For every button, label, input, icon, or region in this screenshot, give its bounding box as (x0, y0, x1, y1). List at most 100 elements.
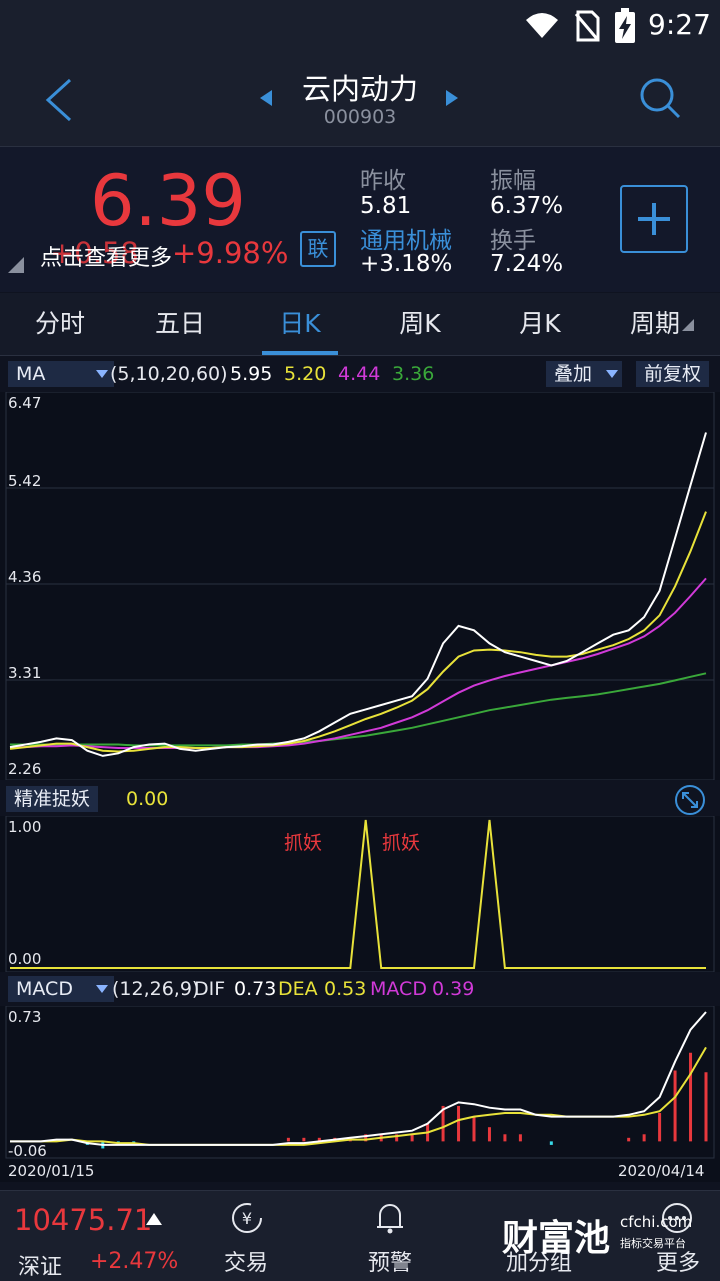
tab-weekly-k[interactable]: 周K (399, 309, 441, 338)
indicator-selector[interactable]: 精准捉妖 (6, 786, 99, 812)
dea-value: 0.53 (324, 978, 367, 1000)
add-group-button[interactable]: 加分组 (494, 1197, 584, 1281)
quote-panel: 6.39 +0.58 +9.98% 点击查看更多 联 昨收 5.81 通用机械 … (0, 147, 720, 292)
more-dots-icon (662, 1203, 692, 1233)
chevron-down-icon (96, 370, 108, 378)
price-change: +0.58 (50, 236, 139, 270)
macd-chart-panel[interactable]: 0.73 -0.06 2020/01/15 2020/04/14 (0, 1005, 720, 1182)
battery-charging-icon (615, 8, 635, 43)
ma20-value: 4.44 (338, 363, 381, 385)
alert-button[interactable]: 预警 (350, 1197, 430, 1281)
wifi-icon (526, 13, 558, 38)
ma5-value: 5.95 (230, 363, 273, 385)
signal-label: 抓妖 (382, 832, 421, 854)
nav-bar: 云内动力 000903 (0, 52, 720, 147)
kline-chart-panel[interactable]: 6.47 5.42 4.36 3.31 2.26 (0, 391, 720, 781)
back-icon[interactable] (44, 78, 74, 122)
stock-name: 云内动力 (301, 72, 418, 106)
ma20-line (10, 577, 707, 749)
indicator-axis-bottom: 0.00 (8, 950, 42, 968)
kline-chart[interactable] (0, 391, 720, 781)
tab-period[interactable]: 周期 (629, 309, 680, 338)
watermark-logo: 财富池 (502, 1218, 611, 1259)
add-watchlist-button[interactable] (620, 185, 688, 253)
turnover-value: 7.24% (490, 251, 564, 277)
up-arrow-icon (146, 1213, 162, 1225)
svg-text:¥: ¥ (242, 1209, 252, 1228)
signal-line (10, 819, 706, 969)
turnover-label: 换手 (490, 228, 536, 254)
macd-chart[interactable] (0, 1005, 720, 1182)
tab-daily-k[interactable]: 日K (279, 309, 321, 338)
indicator-chart-panel[interactable]: 1.00 0.00 抓妖 抓妖 (0, 815, 720, 973)
bell-icon (377, 1204, 403, 1234)
sector-link[interactable]: 通用机械 (360, 228, 452, 254)
macd-legend-row: MACD (12,26,9) DIF 0.73 DEA 0.53 MACD 0.… (0, 972, 720, 1006)
amplitude-label: 振幅 (490, 168, 536, 194)
status-time: 9:27 (648, 8, 711, 41)
macd-label: MACD (370, 978, 427, 1000)
prev-close-label: 昨收 (360, 168, 406, 194)
overlay-button-label: 叠加 (554, 363, 593, 385)
amplitude-value: 6.37% (490, 193, 564, 219)
kline-axis-label: 6.47 (8, 394, 42, 412)
date-end: 2020/04/14 (618, 1162, 705, 1180)
sector-change: +3.18% (360, 251, 453, 277)
macd-selector-label: MACD (16, 978, 73, 1000)
prev-stock-icon[interactable] (258, 88, 274, 108)
indicator-legend-row: 精准捉妖 0.00 (0, 782, 720, 816)
period-tabs: 分时 五日 日K 周K 月K 周期 (0, 293, 720, 356)
next-stock-icon[interactable] (444, 88, 460, 108)
kline-axis-label: 3.31 (8, 664, 42, 682)
ma-selector[interactable]: MA (8, 361, 114, 387)
dea-line (10, 1046, 707, 1146)
macd-axis-top: 0.73 (8, 1008, 42, 1026)
watermark-site: cfchi.com (620, 1213, 693, 1231)
macd-params: (12,26,9) (112, 978, 200, 1000)
dif-label: DIF (194, 978, 226, 1000)
tab-five-day[interactable]: 五日 (154, 309, 205, 338)
expand-icon[interactable] (674, 784, 706, 816)
view-more-overlay[interactable]: 点击查看更多 (40, 246, 173, 271)
ma-params: (5,10,20,60) (110, 363, 228, 385)
index-name: 深证 (18, 1255, 63, 1280)
add-group-label: 加分组 (505, 1251, 572, 1276)
trade-label: 交易 (223, 1251, 268, 1276)
macd-selector[interactable]: MACD (8, 976, 114, 1002)
index-value[interactable]: 10475.71 (14, 1203, 153, 1237)
indicator-value: 0.00 (126, 788, 169, 810)
price-change-pct: +9.98% (172, 236, 289, 270)
bottom-bar: 10475.71 深证 +2.47% ¥ 交易 预警 加分组 更多 财富池 cf… (0, 1190, 720, 1281)
alert-label: 预警 (367, 1251, 412, 1276)
date-start: 2020/01/15 (8, 1162, 95, 1180)
watermark-subtitle: 指标交易平台 (620, 1237, 686, 1250)
indicator-chart[interactable] (0, 815, 720, 973)
ma60-value: 3.36 (392, 363, 435, 385)
trade-button[interactable]: ¥ 交易 (206, 1197, 286, 1281)
chart-frame (5, 815, 715, 973)
stock-code: 000903 (323, 106, 397, 128)
linked-badge-button[interactable]: 联 (300, 231, 336, 267)
macd-value: 0.39 (432, 978, 475, 1000)
dif-line (10, 1011, 707, 1146)
active-tab-indicator (262, 351, 338, 355)
search-icon[interactable] (638, 76, 682, 120)
kline-axis-label: 4.36 (8, 568, 42, 586)
overlay-button[interactable]: 叠加 (546, 361, 622, 387)
chevron-down-icon (96, 985, 108, 993)
ma60-line (10, 672, 707, 747)
index-change: +2.47% (90, 1249, 179, 1274)
period-dropdown-icon (682, 319, 694, 331)
corner-triangle-icon (8, 257, 24, 273)
signal-label: 抓妖 (284, 832, 323, 854)
tab-intraday[interactable]: 分时 (34, 309, 85, 338)
ma10-value: 5.20 (284, 363, 327, 385)
ma5-line (9, 432, 707, 757)
plus-icon (638, 203, 670, 235)
more-button[interactable]: 更多 (640, 1197, 720, 1281)
no-sim-icon (574, 10, 600, 42)
indicator-axis-top: 1.00 (8, 818, 42, 836)
tab-monthly-k[interactable]: 月K (519, 309, 561, 338)
dif-value: 0.73 (234, 978, 277, 1000)
adjust-button[interactable]: 前复权 (636, 361, 710, 387)
